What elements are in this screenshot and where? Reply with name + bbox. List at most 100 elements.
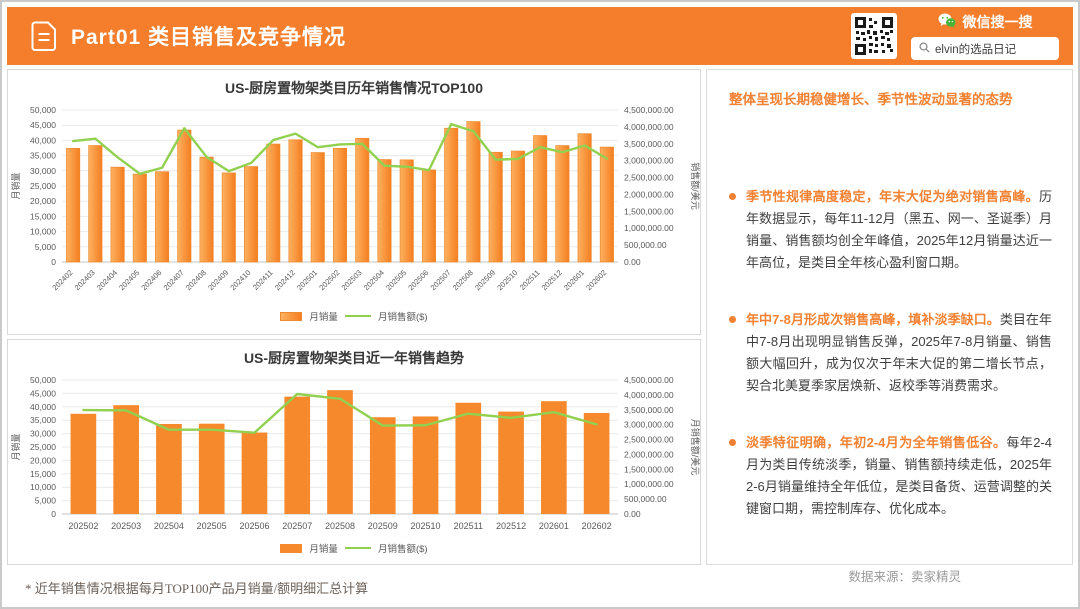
svg-text:202506: 202506 [239,521,269,531]
svg-text:202408: 202408 [184,268,208,292]
svg-text:202502: 202502 [317,268,341,292]
bullet-dot-icon [729,439,736,446]
legend-bar-label: 月销量 [309,544,338,555]
svg-text:202507: 202507 [429,268,453,292]
bullet-lead: 季节性规律高度稳定，年末大促为绝对销售高峰。 [746,189,1039,204]
svg-text:0: 0 [51,257,56,267]
page-title: Part01 类目销售及竞争情况 [71,26,347,49]
svg-text:3,000,000.00: 3,000,000.00 [624,420,674,430]
svg-text:1,000,000.00: 1,000,000.00 [624,223,674,233]
svg-text:月销售额/美元: 月销售额/美元 [690,419,700,476]
legend-line-label: 月销售额($) [377,312,428,323]
svg-text:202508: 202508 [451,268,475,292]
svg-text:202405: 202405 [117,268,141,292]
svg-text:4,000,000.00: 4,000,000.00 [624,390,674,400]
svg-text:1,000,000.00: 1,000,000.00 [624,479,674,489]
insight-bullet-midyear-peak: 年中7-8月形成次销售高峰，填补淡季缺口。类目在年中7-8月出现明显销售反弹，2… [729,309,1052,397]
svg-text:10,000: 10,000 [30,227,56,237]
svg-text:1,500,000.00: 1,500,000.00 [624,206,674,216]
legend-bar-label: 月销量 [309,312,338,323]
svg-text:45,000: 45,000 [30,388,56,398]
svg-text:月销量: 月销量 [10,433,21,460]
svg-text:202501: 202501 [295,268,319,292]
legend-line-label: 月销售额($) [377,544,428,555]
svg-text:5,000: 5,000 [35,242,57,252]
svg-text:45,000: 45,000 [30,120,56,130]
svg-text:5,000: 5,000 [35,496,57,506]
svg-text:202404: 202404 [95,268,119,292]
wechat-search-input[interactable]: elvin的选品日记 [911,37,1059,60]
svg-text:202601: 202601 [539,521,569,531]
svg-text:15,000: 15,000 [30,211,56,221]
svg-text:4,500,000.00: 4,500,000.00 [624,105,674,115]
document-icon [31,21,57,51]
svg-text:0.00: 0.00 [624,257,641,267]
legend-line-swatch [344,547,371,549]
svg-text:0.00: 0.00 [624,509,641,519]
svg-text:202602: 202602 [582,521,612,531]
svg-text:202409: 202409 [206,268,230,292]
svg-text:25,000: 25,000 [30,442,56,452]
svg-text:202403: 202403 [73,268,97,292]
svg-text:月销量: 月销量 [10,172,21,199]
svg-text:202602: 202602 [584,268,608,292]
svg-text:202512: 202512 [540,268,564,292]
svg-text:202511: 202511 [454,521,483,531]
svg-text:15,000: 15,000 [30,469,56,479]
svg-text:202503: 202503 [111,521,141,531]
svg-text:202511: 202511 [518,268,542,292]
svg-text:20,000: 20,000 [30,455,56,465]
wechat-icon [938,13,956,31]
chart-legend-history: 月销量 月销售额($) [8,306,700,326]
bullet-lead: 年中7-8月形成次销售高峰，填补淡季缺口。 [746,312,1000,327]
svg-text:4,000,000.00: 4,000,000.00 [624,122,674,132]
svg-text:35,000: 35,000 [30,415,56,425]
svg-text:2,500,000.00: 2,500,000.00 [624,173,674,183]
svg-text:销售额/美元: 销售额/美元 [690,162,700,210]
svg-text:202512: 202512 [496,521,526,531]
svg-text:202410: 202410 [228,268,252,292]
svg-text:202504: 202504 [362,268,386,292]
chart-legend-recent: 月销量 月销售额($) [8,538,700,558]
legend-bar-swatch [280,543,303,553]
data-source: 数据来源：卖家精灵 [848,570,961,584]
svg-text:40,000: 40,000 [30,402,56,412]
search-icon [919,41,930,56]
svg-text:2,500,000.00: 2,500,000.00 [624,435,674,445]
svg-text:202412: 202412 [273,268,297,292]
chart-card-history: US-厨房置物架类目历年销售情况TOP100 0 5,000 10,000 15,00… [7,69,701,335]
svg-text:202503: 202503 [340,268,364,292]
svg-text:40,000: 40,000 [30,135,56,145]
svg-text:202508: 202508 [325,521,355,531]
insights-heading: 整体呈现长期稳健增长、季节性波动显著的态势 [729,92,1013,107]
svg-text:10,000: 10,000 [30,482,56,492]
svg-text:202505: 202505 [197,521,227,531]
svg-text:202407: 202407 [162,268,186,292]
svg-text:202505: 202505 [384,268,408,292]
svg-text:500,000.00: 500,000.00 [624,494,667,504]
svg-text:202506: 202506 [406,268,430,292]
footnote: * 近年销售情况根据每月TOP100产品月销量/额明细汇总计算 [25,581,369,596]
svg-text:35,000: 35,000 [30,151,56,161]
charts-column: US-厨房置物架类目历年销售情况TOP100 0 5,000 10,000 15,00… [7,69,701,565]
svg-text:202601: 202601 [562,268,586,292]
svg-text:3,500,000.00: 3,500,000.00 [624,139,674,149]
svg-text:202504: 202504 [154,521,184,531]
svg-text:202411: 202411 [251,268,275,292]
svg-text:202510: 202510 [495,268,519,292]
bullet-body: 历年数据显示，每年11-12月（黑五、网一、圣诞季）月销量、销售额均创全年峰值，… [746,189,1052,270]
chart-title-recent: US-厨房置物架类目近一年销售趋势 [243,350,465,366]
insight-bullet-low-season: 淡季特征明确，年初2-4月为全年销售低谷。每年2-4月为类目传统淡季，销量、销售… [729,432,1052,520]
svg-text:2,000,000.00: 2,000,000.00 [624,449,674,459]
svg-text:0: 0 [51,509,56,519]
bullet-body: 类目在年中7-8月出现明显销售反弹，2025年7-8月销量、销售额大幅回升，成为… [746,312,1052,393]
svg-text:3,500,000.00: 3,500,000.00 [624,405,674,415]
sales-history-chart: 0 5,000 10,000 15,000 20,000 25,000 30,000 35,0… [8,102,701,306]
svg-text:25,000: 25,000 [30,181,56,191]
svg-text:4,500,000.00: 4,500,000.00 [624,375,674,385]
bullet-body: 每年2-4月为类目传统淡季，销量、销售额持续走低，2025年2-6月销量维持全年… [746,435,1052,516]
search-query-text: elvin的选品日记 [935,43,1017,56]
svg-text:202510: 202510 [411,521,441,531]
bullet-dot-icon [729,193,736,200]
